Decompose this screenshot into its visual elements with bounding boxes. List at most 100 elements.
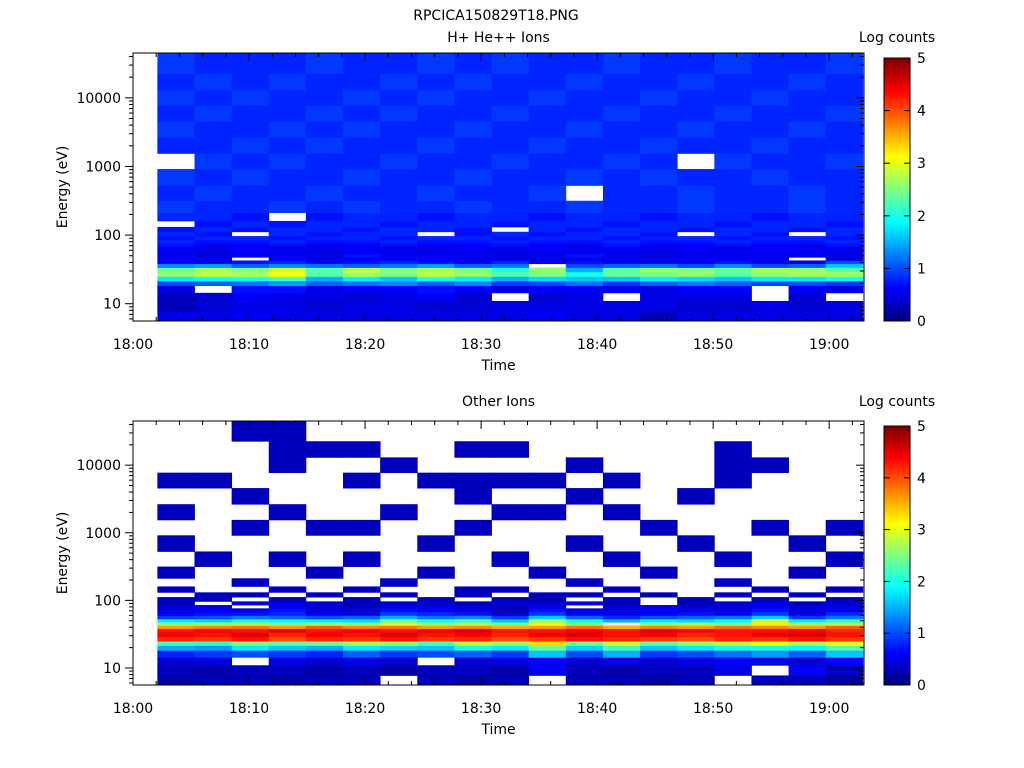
heatmap-cell <box>491 601 530 606</box>
heatmap-cell <box>343 636 381 642</box>
heatmap-cell <box>194 121 233 138</box>
colorbar-tick-label: 0 <box>917 314 926 330</box>
heatmap-cell <box>305 105 344 122</box>
heatmap-cell <box>194 300 233 312</box>
heatmap-cell <box>640 89 678 106</box>
heatmap-cell <box>602 105 641 122</box>
heatmap-cell <box>417 280 455 287</box>
heatmap-cell <box>454 53 492 74</box>
heatmap-cell <box>305 257 344 261</box>
heatmap-cell <box>157 622 195 626</box>
heatmap-cell <box>343 628 381 633</box>
heatmap-cell <box>788 280 827 287</box>
heatmap-cell <box>788 271 827 277</box>
heatmap-cell <box>788 622 827 626</box>
heatmap-cell <box>157 605 195 609</box>
heatmap-cell <box>528 601 567 606</box>
heatmap-cell <box>194 212 233 222</box>
heatmap-cell <box>491 271 530 277</box>
colorbar-tick-label: 1 <box>917 261 926 277</box>
heatmap-cell <box>194 632 233 637</box>
heatmap-cell <box>157 300 195 312</box>
y-tick-label: 100 <box>94 593 121 609</box>
heatmap-cell <box>825 253 864 258</box>
heatmap-cell <box>380 608 418 613</box>
heatmap-cell <box>751 169 789 186</box>
heatmap-cell <box>231 285 270 294</box>
heatmap-cell <box>602 280 641 287</box>
heatmap-cell <box>714 300 752 312</box>
heatmap-cell <box>454 657 492 666</box>
heatmap-cell <box>825 650 864 658</box>
heatmap-cell <box>788 105 827 122</box>
heatmap-cell <box>602 675 641 686</box>
heatmap-cell <box>194 236 233 241</box>
heatmap-cell <box>788 615 827 620</box>
heatmap-cell <box>640 632 678 637</box>
heatmap-cell <box>788 239 827 244</box>
heatmap-cell <box>825 586 864 593</box>
heatmap-cell <box>417 226 455 233</box>
heatmap-cell <box>343 665 381 676</box>
heatmap-cell <box>714 200 752 214</box>
heatmap-cell <box>194 311 233 322</box>
heatmap-cell <box>305 657 344 666</box>
heatmap-cell <box>454 628 492 633</box>
heatmap-cell <box>343 300 381 312</box>
heatmap-cell <box>751 153 789 170</box>
heatmap-cell <box>454 519 492 536</box>
heatmap-cell <box>825 260 864 265</box>
heatmap-cell <box>491 657 530 666</box>
heatmap-cell <box>268 246 307 251</box>
heatmap-cell <box>528 89 567 106</box>
heatmap-cell <box>825 597 864 602</box>
heatmap-cell <box>825 645 864 651</box>
heatmap-cell <box>751 615 789 620</box>
heatmap-cell <box>268 73 307 91</box>
heatmap-cell <box>157 285 195 294</box>
y-tick-label: 10000 <box>76 458 121 474</box>
heatmap-cell <box>157 292 195 302</box>
heatmap-cell <box>194 605 233 609</box>
heatmap-cell <box>565 636 604 642</box>
heatmap-cell <box>194 618 233 623</box>
heatmap-cell <box>602 200 641 214</box>
heatmap-cell <box>565 257 604 261</box>
heatmap-cell <box>417 73 455 91</box>
heatmap-cell <box>491 73 530 91</box>
heatmap-cell <box>194 137 233 154</box>
heatmap-cell <box>528 665 567 676</box>
heatmap-cell <box>231 650 270 658</box>
heatmap-cell <box>565 153 604 170</box>
heatmap-cell <box>417 650 455 658</box>
heatmap-cell <box>602 645 641 651</box>
heatmap-cell <box>380 300 418 312</box>
heatmap-cell <box>714 271 752 277</box>
heatmap-cell <box>157 645 195 651</box>
heatmap-cell <box>157 636 195 642</box>
heatmap-cell <box>454 292 492 302</box>
heatmap-cell <box>565 271 604 277</box>
heatmap-cell <box>157 169 195 186</box>
heatmap-cell <box>343 260 381 265</box>
heatmap-cell <box>825 601 864 606</box>
heatmap-cell <box>788 263 827 268</box>
heatmap-cell <box>714 250 752 255</box>
heatmap-cell <box>343 121 381 138</box>
heatmap-cell <box>677 212 715 222</box>
heatmap-cell <box>565 250 604 255</box>
heatmap-cell <box>343 280 381 287</box>
heatmap-cell <box>640 615 678 620</box>
heatmap-cell <box>417 311 455 322</box>
heatmap-cell <box>751 657 789 666</box>
heatmap-cell <box>268 200 307 214</box>
heatmap-cell <box>640 153 678 170</box>
heatmap-cell <box>677 622 715 626</box>
heatmap-cell <box>157 236 195 241</box>
heatmap-cell <box>380 292 418 302</box>
heatmap-cell <box>268 625 307 629</box>
heatmap-cell <box>343 657 381 666</box>
heatmap-cell <box>231 665 270 676</box>
heatmap-cell <box>231 246 270 251</box>
heatmap-cell <box>788 535 827 552</box>
